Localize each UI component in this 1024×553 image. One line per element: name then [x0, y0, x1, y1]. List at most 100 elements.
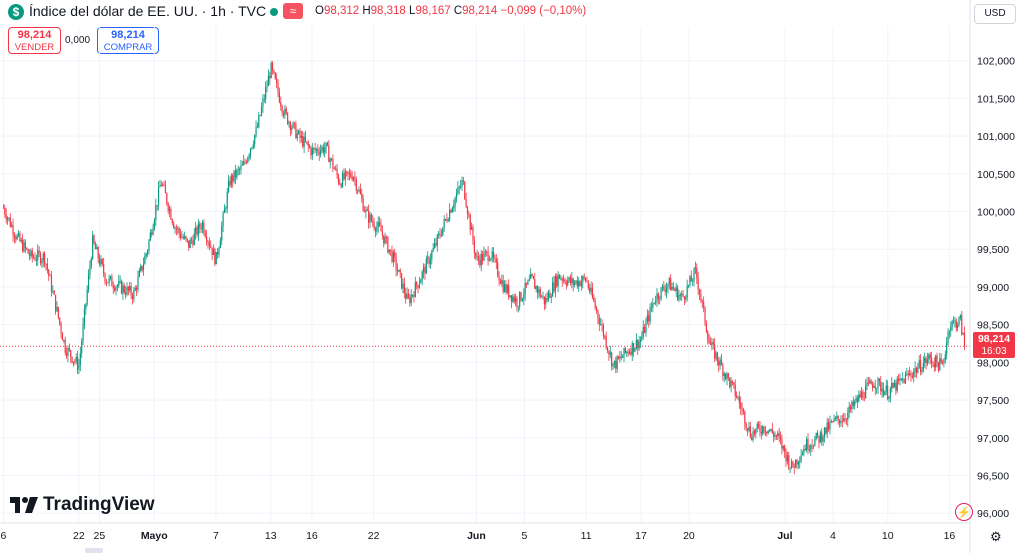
candle-body: [232, 175, 234, 182]
candle-body: [392, 252, 394, 262]
candle-body: [725, 373, 727, 380]
time-axis: 6 22 25 Mayo 7 13 16 22 Jun 5 11 17 20 Jul 4 10 16: [0, 522, 970, 542]
candle-body: [76, 356, 79, 370]
flash-icon[interactable]: ⚡: [955, 503, 973, 521]
candle-body: [913, 371, 915, 378]
dollar-icon[interactable]: $: [8, 4, 24, 20]
price-tick-label: 100,000: [977, 207, 1015, 219]
candle-body: [288, 122, 290, 124]
candle-body: [425, 258, 427, 274]
candle-body: [465, 198, 467, 208]
candle-body: [63, 339, 65, 341]
grid: [0, 26, 970, 523]
candle-body: [136, 287, 138, 290]
candle-body: [469, 214, 471, 230]
candle-body: [270, 62, 272, 79]
candle-body: [930, 358, 933, 364]
candle-body: [708, 340, 710, 344]
candle-body: [885, 385, 887, 392]
candle-body: [619, 356, 621, 359]
candle-body: [877, 378, 879, 389]
candle-body: [771, 429, 773, 433]
candle-body: [584, 277, 587, 281]
candle-body: [53, 291, 55, 295]
candle-body: [87, 274, 90, 290]
candle-body: [488, 259, 491, 261]
candle-body: [799, 460, 801, 463]
buy-button[interactable]: 98,214 COMPRAR: [97, 27, 159, 54]
time-tick-label: 10: [882, 530, 894, 542]
candle-body: [501, 280, 503, 284]
candle-body: [664, 289, 666, 292]
candle-body: [516, 297, 518, 307]
candle-body: [849, 406, 852, 410]
candle-body: [411, 294, 414, 296]
candle-body: [248, 154, 250, 158]
candle-body: [639, 340, 642, 342]
price-tick-label: 99,500: [977, 244, 1009, 256]
candle-body: [443, 219, 445, 228]
candle-body: [539, 289, 541, 297]
currency-selector[interactable]: USD: [974, 4, 1016, 24]
candle-body: [462, 180, 464, 182]
candle-body: [490, 258, 492, 260]
candle-body: [858, 394, 860, 402]
time-tick-label: 22: [368, 530, 380, 542]
candle-body: [672, 286, 675, 289]
time-tick-label: 16: [944, 530, 956, 542]
candle-body: [175, 228, 178, 230]
spread-value: 0,000: [65, 35, 91, 46]
candle-body: [217, 252, 219, 255]
candle-body: [896, 378, 898, 391]
candle-body: [517, 306, 519, 308]
candle-body: [676, 287, 679, 300]
candle-body: [589, 287, 591, 292]
candle-body: [756, 423, 758, 429]
candle-body: [344, 171, 346, 180]
candle-body: [719, 359, 721, 366]
candle-body: [663, 286, 665, 290]
candle-body: [513, 296, 515, 302]
candle-body: [595, 307, 598, 311]
time-tick-label: 22: [73, 530, 85, 542]
candle-body: [244, 161, 246, 163]
time-tick-label: 5: [521, 530, 527, 542]
candle-body: [891, 382, 893, 389]
candle-body: [718, 361, 720, 366]
candle-body: [357, 190, 359, 192]
gear-icon[interactable]: ⚙: [990, 529, 1002, 544]
candle-body: [734, 384, 736, 396]
candle-body: [773, 432, 775, 437]
candle-body: [299, 130, 301, 138]
candle-body: [714, 344, 716, 359]
candle-body: [233, 170, 235, 182]
candle-body: [421, 271, 423, 280]
candle-body: [674, 288, 676, 291]
candle-body: [678, 295, 680, 300]
time-scroll-handle[interactable]: [85, 548, 103, 553]
candle-body: [788, 455, 790, 469]
buy-price: 98,214: [111, 29, 145, 41]
ohlc-change: −0,099 (−0,10%): [500, 5, 587, 17]
candle-body: [742, 409, 745, 412]
candle-body: [829, 421, 831, 430]
candle-body: [633, 343, 635, 352]
candle-body: [935, 355, 937, 368]
candle-body: [900, 378, 902, 380]
candle-body: [127, 286, 129, 291]
candle-body: [601, 324, 603, 326]
candle-body: [760, 431, 762, 434]
candle-body: [957, 324, 959, 329]
candle-body: [711, 342, 713, 346]
symbol-title[interactable]: Índice del dólar de EE. UU. · 1h · TVC: [29, 3, 267, 19]
price-tick-label: 98,500: [977, 320, 1009, 332]
sell-button[interactable]: 98,214 VENDER: [8, 27, 61, 54]
candle-body: [41, 260, 43, 264]
candle-body: [752, 431, 754, 440]
time-tick-label: Jul: [777, 530, 792, 542]
candle-body: [85, 303, 87, 309]
candle-body: [940, 358, 942, 363]
candle-body: [352, 177, 355, 180]
candle-body: [685, 297, 687, 300]
